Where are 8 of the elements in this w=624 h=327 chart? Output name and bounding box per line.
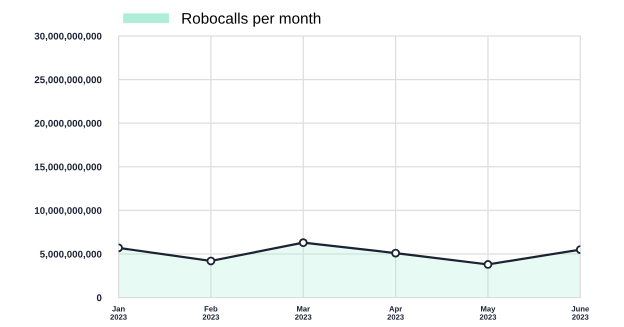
y-tick-label: 25,000,000,000 (34, 76, 102, 85)
y-tick-label: 15,000,000,000 (34, 164, 102, 172)
y-tick-label: 0 (96, 294, 102, 302)
y-tick-label: 20,000,000,000 (34, 120, 102, 128)
y-tick-label: 10,000,000,000 (34, 207, 102, 216)
legend-label: Robocalls per month (182, 12, 320, 27)
y-tick-label: 5,000,000,000 (40, 250, 102, 259)
y-tick-label: 30,000,000,000 (34, 32, 102, 41)
